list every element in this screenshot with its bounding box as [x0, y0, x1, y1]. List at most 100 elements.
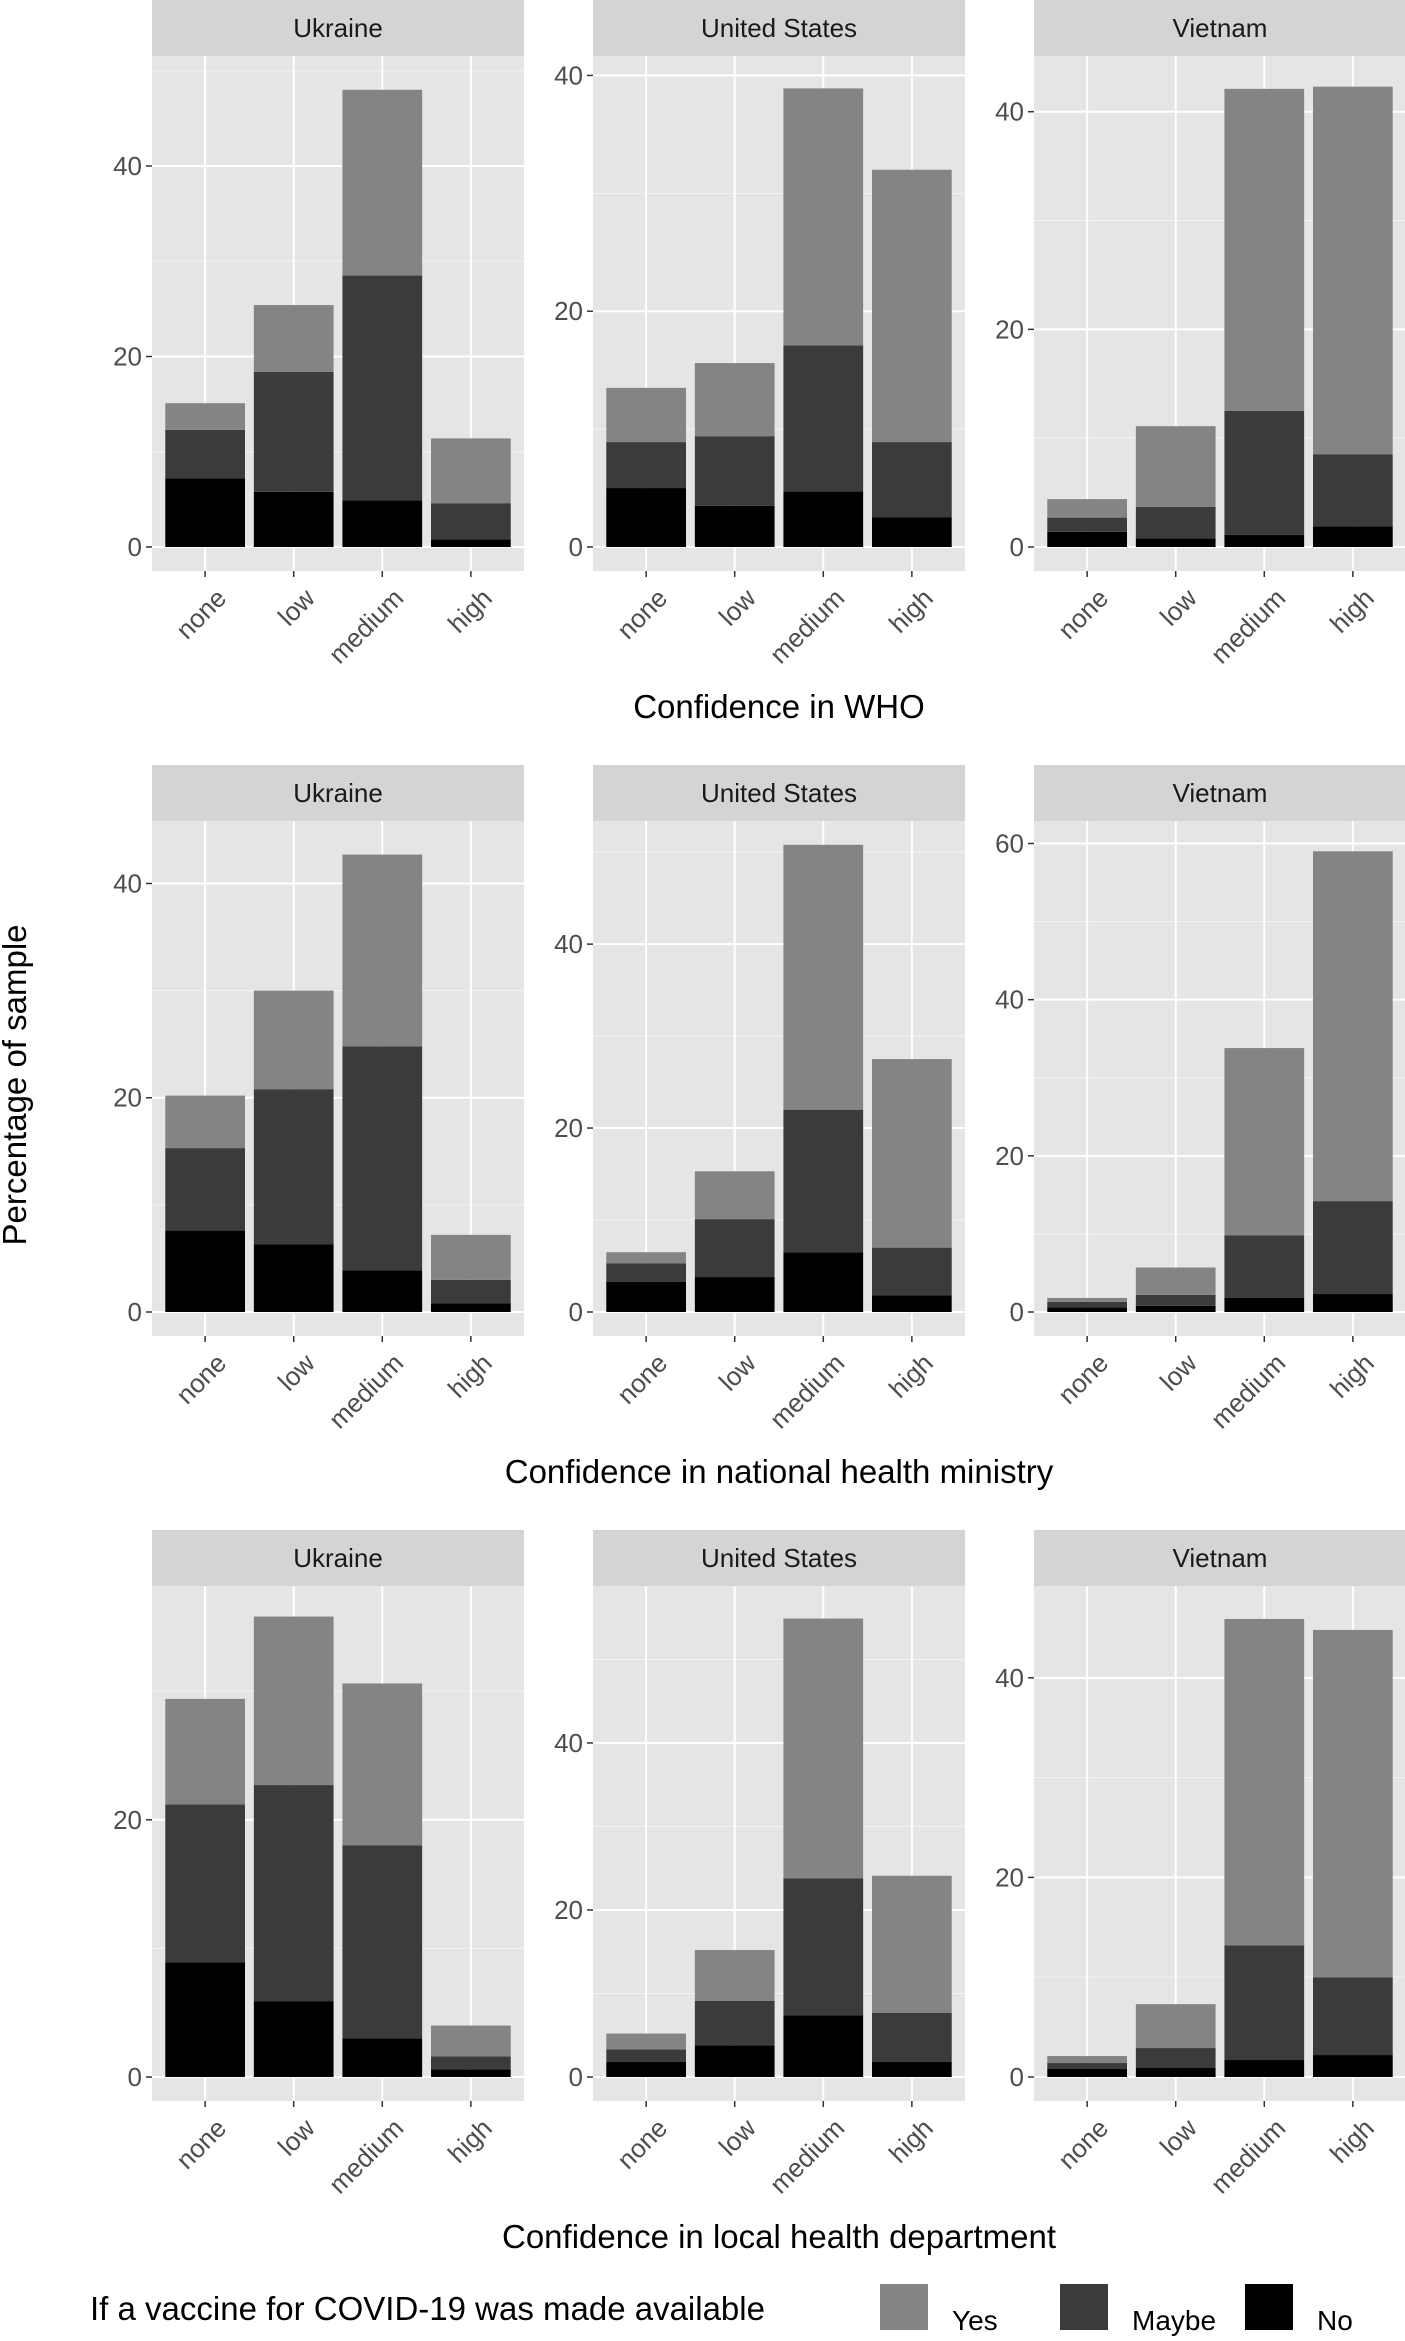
bar-segment-yes	[694, 1171, 775, 1220]
bar-segment-no	[872, 517, 952, 547]
facet-strip	[1034, 0, 1405, 56]
x-tick-label: medium	[764, 2113, 851, 2200]
y-tick-label: 20	[554, 1113, 583, 1143]
bar-segment-maybe	[1047, 1301, 1127, 1308]
bar-segment-yes	[606, 1252, 686, 1264]
bar-segment-yes	[1313, 86, 1393, 455]
bar-segment-maybe	[1224, 1945, 1305, 2061]
y-tick-label: 0	[128, 1297, 142, 1327]
legend: If a vaccine for COVID-19 was made avail…	[90, 2284, 1353, 2336]
bar-segment-maybe	[1135, 506, 1216, 539]
y-tick-label: 40	[113, 868, 142, 898]
bar-segment-no	[606, 2061, 686, 2077]
bar-segment-yes	[783, 1618, 864, 1879]
bar-segment-maybe	[431, 2056, 511, 2070]
x-tick-label: low	[713, 583, 762, 632]
facet-strip	[593, 1530, 965, 1586]
y-tick-label: 0	[1010, 532, 1024, 562]
facet-strip-label: United States	[701, 778, 857, 808]
bar-segment-yes	[694, 1950, 775, 2002]
x-tick-label: medium	[1205, 1348, 1292, 1435]
x-tick-label: medium	[323, 1348, 410, 1435]
x-tick-label: low	[713, 2113, 762, 2162]
bar-segment-yes	[1135, 2004, 1216, 2049]
facet-strip	[1034, 765, 1405, 821]
x-tick-label: none	[611, 1348, 673, 1410]
x-tick-label: low	[1154, 1348, 1203, 1397]
y-tick-label: 40	[554, 1728, 583, 1758]
x-tick-label: medium	[1205, 2113, 1292, 2200]
bar-segment-no	[694, 1277, 775, 1312]
bar-segment-yes	[342, 89, 423, 276]
x-tick-label: none	[1052, 583, 1114, 645]
x-tick-label: medium	[323, 2113, 410, 2200]
x-tick-label: none	[1052, 2113, 1114, 2175]
y-tick-label: 40	[554, 60, 583, 90]
bar-segment-no	[431, 2069, 511, 2077]
bar-segment-no	[1047, 1307, 1127, 1312]
bar-segment-maybe	[694, 2001, 775, 2046]
bar-segment-maybe	[253, 1785, 334, 2002]
bar-segment-maybe	[431, 1279, 511, 1304]
bar-segment-no	[1224, 2060, 1305, 2077]
y-tick-label: 40	[113, 151, 142, 181]
bar-segment-yes	[1135, 426, 1216, 507]
facet-strip-label: Vietnam	[1173, 1543, 1268, 1573]
facet-panel: United States 0 20 40 none low medium high	[554, 765, 965, 1434]
facet-panel: Vietnam 0 20 40 60 none low medium high	[995, 765, 1405, 1434]
bar-segment-maybe	[1135, 2048, 1216, 2069]
legend-swatch-no	[1245, 2284, 1293, 2330]
y-tick-label: 20	[554, 1895, 583, 1925]
y-tick-label: 0	[1010, 2062, 1024, 2092]
facet-strip-label: Ukraine	[293, 778, 383, 808]
bar-segment-yes	[253, 990, 334, 1090]
facet-strip	[593, 765, 965, 821]
bar-segment-yes	[165, 1698, 245, 1805]
bar-segment-yes	[606, 2033, 686, 2050]
y-tick-label: 40	[995, 985, 1024, 1015]
y-tick-label: 60	[995, 828, 1024, 858]
bar-segment-yes	[1047, 1297, 1127, 1302]
bar-segment-no	[253, 1244, 334, 1312]
bar-segment-maybe	[783, 345, 864, 492]
x-tick-label: high	[442, 1348, 498, 1404]
bar-segment-no	[1135, 1305, 1216, 1312]
bar-segment-yes	[694, 363, 775, 437]
bar-segment-maybe	[165, 1148, 245, 1231]
y-tick-label: 0	[569, 2062, 583, 2092]
x-tick-label: high	[883, 1348, 939, 1404]
x-tick-label: high	[1324, 1348, 1380, 1404]
bar-segment-maybe	[694, 1219, 775, 1278]
x-tick-label: none	[611, 583, 673, 645]
x-tick-label: low	[272, 583, 321, 632]
y-tick-label: 20	[113, 342, 142, 372]
y-tick-label: 40	[995, 97, 1024, 127]
bar-segment-maybe	[1135, 1294, 1216, 1306]
bar-segment-no	[606, 1281, 686, 1312]
facet-strip-label: United States	[701, 1543, 857, 1573]
bar-segment-no	[1313, 1294, 1393, 1312]
bar-segment-yes	[342, 854, 423, 1047]
bar-segment-maybe	[872, 1247, 952, 1296]
bar-segment-no	[783, 2015, 864, 2077]
bar-segment-no	[342, 1270, 423, 1312]
bar-segment-no	[165, 1962, 245, 2077]
x-tick-label: none	[170, 1348, 232, 1410]
legend-title: If a vaccine for COVID-19 was made avail…	[90, 2290, 765, 2327]
facet-strip	[1034, 1530, 1405, 1586]
legend-swatch-maybe	[1060, 2284, 1108, 2330]
bar-segment-no	[1135, 2068, 1216, 2077]
y-axis-label: Percentage of sample	[0, 924, 33, 1245]
facet-panel: Vietnam 0 20 40 none low medium high	[995, 1530, 1405, 2199]
legend-items: Yes Maybe No	[880, 2284, 1353, 2336]
y-tick-label: 20	[554, 296, 583, 326]
facet-strip	[152, 765, 524, 821]
bar-segment-maybe	[253, 1089, 334, 1245]
bar-segment-yes	[165, 1095, 245, 1149]
y-tick-label: 20	[995, 1862, 1024, 1892]
x-tick-label: medium	[764, 1348, 851, 1435]
x-tick-label: none	[170, 583, 232, 645]
x-tick-label: high	[1324, 2113, 1380, 2169]
bar-segment-maybe	[1224, 1235, 1305, 1298]
